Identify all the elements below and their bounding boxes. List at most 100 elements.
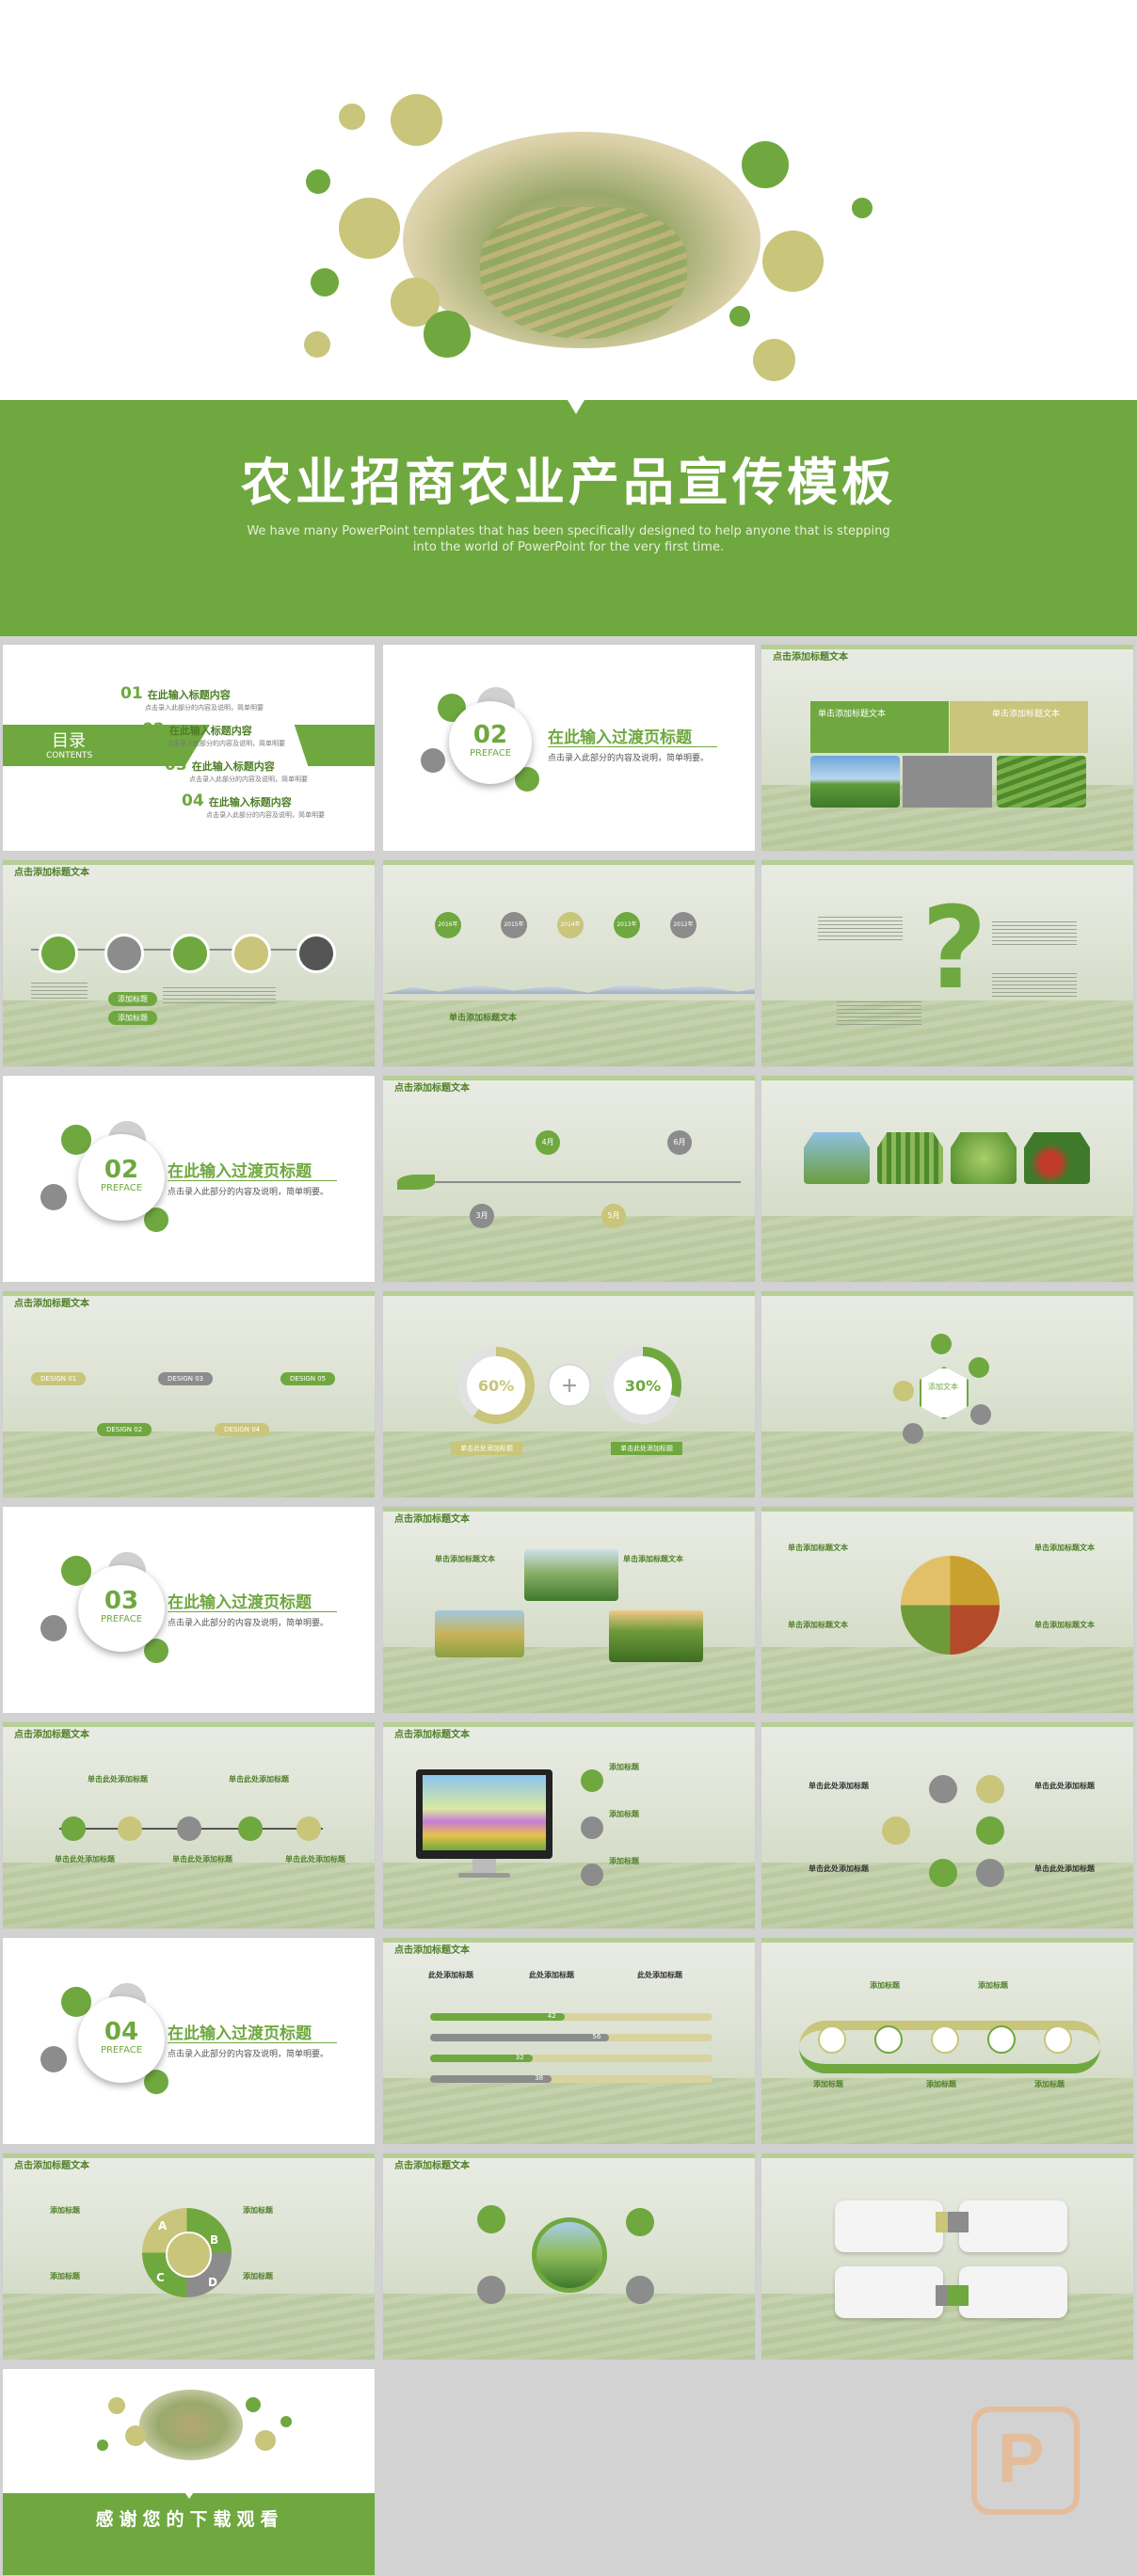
toc-item[interactable]: 04 在此输入标题内容 点击录入此部分的内容及说明，简单明要 <box>182 792 325 820</box>
hex-icon <box>903 1423 923 1444</box>
decor-circle <box>97 2440 108 2451</box>
cycle-heading: 添加标题 <box>243 2272 273 2280</box>
cycle-heading: 添加标题 <box>243 2206 273 2215</box>
toc-item[interactable]: 02 在此输入标题内容 点击录入此部分的内容及说明，简单明要 <box>142 720 285 748</box>
slide-transition[interactable]: 03 PREFACE 在此输入过渡页标题 点击录入此部分的内容及说明，简单明要。 <box>2 1506 376 1714</box>
slide-cycle[interactable]: 点击添加标题文本 A B C D 添加标题 添加标题 添加标题 添加标题 <box>2 2152 376 2360</box>
placeholder-text <box>31 983 88 1001</box>
slide-bar-chart[interactable]: 点击添加标题文本 此处添加标题 此处添加标题 此处添加标题 42 56 32 38 <box>382 1937 756 2145</box>
design-tag: DESIGN 05 <box>280 1372 336 1385</box>
flow-node <box>238 1816 263 1841</box>
cover-title: 农业招商农业产品宣传模板 <box>241 453 896 512</box>
photo-heading: 单击添加标题文本 <box>435 1555 495 1563</box>
field-background <box>383 1216 755 1282</box>
slide-hex-add-text[interactable]: 添加文本 <box>761 1290 1134 1498</box>
year-label: 2012年 <box>673 921 694 928</box>
slide-timeline[interactable]: 2016年 2015年 2014年 2013年 2012年 单击添加标题文本 <box>382 859 756 1067</box>
slide-hex-photos[interactable] <box>761 1075 1134 1283</box>
slide-question[interactable]: ? <box>761 859 1134 1067</box>
year-label: 2015年 <box>504 921 524 928</box>
slide-cards[interactable] <box>761 2152 1134 2360</box>
cycle-letter: B <box>210 2233 219 2247</box>
bar-heading: 此处添加标题 <box>428 1971 473 1979</box>
cover-band <box>0 400 1137 636</box>
field-background <box>3 1863 375 1928</box>
transition-badge: 04 PREFACE <box>78 1996 165 2083</box>
cycle-heading: 添加标题 <box>50 2272 80 2280</box>
panel-title: 单击添加标题文本 <box>992 710 1061 719</box>
slide-label: 点击添加标题文本 <box>394 2161 470 2171</box>
decor-circle <box>729 306 750 327</box>
cycle-heading: 添加标题 <box>50 2206 80 2215</box>
title-underline <box>168 2042 337 2043</box>
slide-transition[interactable]: 02 PREFACE 在此输入过渡页标题 点击录入此部分的内容及说明，简单明要。 <box>382 644 756 852</box>
placeholder-text <box>818 917 903 940</box>
slide-thanks[interactable]: 感谢您的下载观看 <box>2 2368 376 2576</box>
slide-photo-grid[interactable]: 点击添加标题文本 单击添加标题文本 单击添加标题文本 <box>382 1506 756 1714</box>
slide-toc[interactable]: 目录 CONTENTS 01 在此输入标题内容 点击录入此部分的内容及说明，简单… <box>2 644 376 852</box>
landscape-photo <box>810 756 900 808</box>
year-node: 2015年 <box>501 912 527 938</box>
bar-fill <box>430 2075 552 2083</box>
transition-number: 04 <box>104 2018 139 2046</box>
year-node: 2012年 <box>670 912 697 938</box>
radial-heading: 单击此处添加标题 <box>809 1864 869 1873</box>
year-label: 2013年 <box>617 921 637 928</box>
flow-node <box>296 1816 321 1841</box>
slide-center-photo[interactable]: 点击添加标题文本 <box>382 2152 756 2360</box>
bar-heading: 此处添加标题 <box>529 1971 574 1979</box>
slide-transition[interactable]: 04 PREFACE 在此输入过渡页标题 点击录入此部分的内容及说明，简单明要。 <box>2 1937 376 2145</box>
center-hex-label: 添加文本 <box>928 1383 958 1391</box>
toc-item-desc: 点击录入此部分的内容及说明，简单明要 <box>167 740 285 747</box>
decor-circle <box>40 2046 67 2072</box>
toc-item-num: 02 <box>142 720 165 739</box>
slide-photos[interactable]: 点击添加标题文本 单击添加标题文本 单击添加标题文本 <box>761 644 1134 852</box>
slide-percent-chart[interactable]: 60% 30% + 单击此处添加标题 单击此处添加标题 <box>382 1290 756 1498</box>
timeline-title: 单击添加标题文本 <box>449 1014 518 1023</box>
slide-designs[interactable]: 点击添加标题文本 DESIGN 01 DESIGN 02 DESIGN 03 D… <box>2 1290 376 1498</box>
slide-wave-icons[interactable]: 添加标题 添加标题 添加标题 添加标题 添加标题 <box>761 1937 1134 2145</box>
crop-photo <box>951 1132 1017 1184</box>
crop-photo <box>804 1132 870 1184</box>
flow-node <box>118 1816 142 1841</box>
slide-monitor[interactable]: 点击添加标题文本 添加标题 添加标题 添加标题 <box>382 1721 756 1929</box>
cycle-center <box>166 2232 212 2278</box>
slide-process[interactable]: 点击添加标题文本 添加标题 添加标题 <box>2 859 376 1067</box>
transition-desc: 点击录入此部分的内容及说明，简单明要。 <box>168 1188 329 1197</box>
toc-item[interactable]: 03 在此输入标题内容 点击录入此部分的内容及说明，简单明要 <box>165 756 308 784</box>
decor-circle <box>61 1556 91 1586</box>
transition-preface: PREFACE <box>469 748 512 759</box>
month-label: 5月 <box>607 1211 620 1220</box>
slide-transition[interactable]: 02 PREFACE 在此输入过渡页标题 点击录入此部分的内容及说明，简单明要。 <box>2 1075 376 1283</box>
transition-title: 在此输入过渡页标题 <box>168 1593 312 1612</box>
slide-month-timeline[interactable]: 点击添加标题文本 4月 6月 3月 5月 <box>382 1075 756 1283</box>
placeholder-text <box>163 987 276 1006</box>
year-node: 2013年 <box>614 912 640 938</box>
slide-radial-icons[interactable]: 单击此处添加标题 单击此处添加标题 单击此处添加标题 单击此处添加标题 <box>761 1721 1134 1929</box>
transition-title: 在此输入过渡页标题 <box>168 2024 312 2043</box>
decor-circle <box>255 2430 276 2451</box>
flow-heading: 单击此处添加标题 <box>229 1775 289 1784</box>
slide-icon-flow[interactable]: 点击添加标题文本 单击此处添加标题 单击此处添加标题 单击此处添加标题 单击此处… <box>2 1721 376 1929</box>
wave-icon <box>987 2025 1016 2054</box>
placeholder-text <box>837 1001 921 1025</box>
decor-circle <box>852 198 873 218</box>
decor-circle <box>280 2416 292 2427</box>
monitor-base <box>458 1873 510 1878</box>
cover-subtitle: We have many PowerPoint templates that h… <box>239 523 898 555</box>
slide-photo-circle[interactable]: 单击添加标题文本 单击添加标题文本 单击添加标题文本 单击添加标题文本 <box>761 1506 1134 1714</box>
landscape-photo <box>524 1549 618 1601</box>
hex-icon <box>970 1404 991 1425</box>
process-tag: 添加标题 <box>108 1011 157 1025</box>
bar-track <box>430 2013 713 2021</box>
bar-heading: 此处添加标题 <box>637 1971 682 1979</box>
process-node <box>296 934 336 973</box>
bar-fill <box>430 2034 610 2041</box>
decor-circle <box>144 1208 168 1232</box>
toc-item[interactable]: 01 在此输入标题内容 点击录入此部分的内容及说明，简单明要 <box>120 684 264 712</box>
cycle-letter: D <box>208 2276 217 2289</box>
process-tag: 添加标题 <box>108 992 157 1006</box>
process-node <box>170 934 210 973</box>
ring-label: 30% <box>625 1377 661 1395</box>
decor-circle <box>125 2425 146 2446</box>
